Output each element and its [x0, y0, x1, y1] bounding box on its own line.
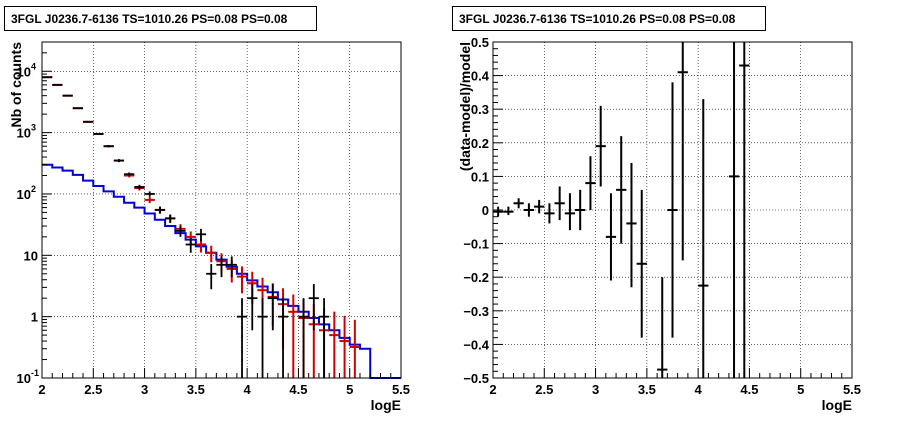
x-tick-label: 4.5 [740, 382, 758, 397]
y-tick-label: 0.3 [471, 102, 489, 117]
x-tick-label: 3 [141, 382, 148, 397]
x-tick-label: 4 [244, 382, 252, 397]
y-tick-label: 0.4 [471, 69, 490, 84]
x-tick-label: 3.5 [638, 382, 656, 397]
x-tick-label: 2 [489, 382, 496, 397]
y-tick-label: −0.5 [463, 371, 489, 386]
x-tick-label: 3.5 [187, 382, 205, 397]
x-tick-label: 4.5 [289, 382, 307, 397]
y-axis-title: Nb of counts [8, 42, 24, 128]
y-tick-exponent: 2 [31, 184, 36, 194]
y-tick-label: 0 [482, 203, 489, 218]
x-tick-label: 2.5 [535, 382, 553, 397]
x-tick-label: 2 [38, 382, 45, 397]
y-tick-label: −0.4 [463, 337, 489, 352]
x-axis-title: logE [371, 397, 401, 413]
plot-area [42, 42, 401, 378]
y-tick-label: 10 [17, 64, 31, 79]
y-tick-label: −0.3 [463, 304, 489, 319]
y-tick-label: 1 [31, 310, 38, 325]
y-tick-exponent: 4 [31, 61, 36, 71]
right-chart-title: 3FGL J0236.7-6136 TS=1010.26 PS=0.08 PS=… [452, 6, 766, 31]
y-tick-exponent: -1 [31, 368, 39, 378]
x-tick-label: 4 [695, 382, 703, 397]
y-tick-label: 10 [24, 248, 38, 263]
y-tick-label: −0.1 [463, 237, 489, 252]
x-tick-label: 3 [592, 382, 599, 397]
x-tick-label: 5 [797, 382, 804, 397]
y-axis-title: (data-model)/model [457, 42, 473, 171]
left-chart-title: 3FGL J0236.7-6136 TS=1010.26 PS=0.08 PS=… [4, 6, 317, 31]
y-tick-label: 0.1 [471, 169, 489, 184]
y-tick-label: −0.2 [463, 270, 489, 285]
x-tick-label: 5.5 [392, 382, 410, 397]
y-tick-label: 0.5 [471, 35, 489, 50]
x-axis-title: logE [822, 397, 852, 413]
x-tick-label: 5.5 [843, 382, 861, 397]
x-tick-label: 2.5 [84, 382, 102, 397]
y-tick-label: 10 [17, 126, 31, 141]
y-tick-label: 0.2 [471, 136, 489, 151]
y-tick-exponent: 3 [31, 123, 36, 133]
y-tick-label: 10 [17, 187, 31, 202]
y-tick-label: 10 [17, 371, 31, 386]
residuals-panel: 2 2.5 3 3.5 4 4.5 5 5.5 −0.5 −0.4 −0.3 −0.2 −0.1 0 0.1… [457, 35, 861, 413]
x-tick-label: 5 [346, 382, 353, 397]
plot-frame [41, 41, 402, 379]
